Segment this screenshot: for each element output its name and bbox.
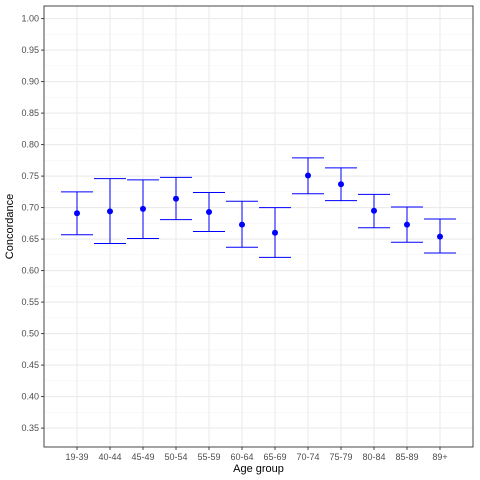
y-tick-label: 0.65 (21, 234, 39, 244)
y-tick-label: 0.45 (21, 360, 39, 370)
x-tick-label: 60-64 (230, 452, 253, 462)
y-tick-label: 0.40 (21, 392, 39, 402)
x-tick-label: 19-39 (65, 452, 88, 462)
y-tick-label: 0.50 (21, 329, 39, 339)
y-tick-label: 0.70 (21, 203, 39, 213)
y-tick-label: 0.90 (21, 77, 39, 87)
y-tick-label: 0.35 (21, 423, 39, 433)
y-tick-label: 0.60 (21, 266, 39, 276)
x-tick-label: 40-44 (98, 452, 121, 462)
data-point-85-89 (404, 222, 410, 228)
data-point-19-39 (74, 210, 80, 216)
x-tick-label: 70-74 (296, 452, 319, 462)
data-point-80-84 (371, 208, 377, 214)
y-tick-label: 1.00 (21, 14, 39, 24)
data-point-60-64 (239, 222, 245, 228)
x-axis-title: Age group (233, 463, 284, 475)
data-point-55-59 (206, 209, 212, 215)
data-point-89+ (437, 234, 443, 240)
x-tick-label: 65-69 (263, 452, 286, 462)
x-tick-label: 75-79 (329, 452, 352, 462)
data-point-50-54 (173, 196, 179, 202)
data-point-70-74 (305, 172, 311, 178)
y-tick-label: 0.85 (21, 108, 39, 118)
data-point-40-44 (107, 208, 113, 214)
x-tick-label: 89+ (432, 452, 447, 462)
x-tick-label: 55-59 (197, 452, 220, 462)
x-tick-label: 85-89 (395, 452, 418, 462)
x-tick-label: 80-84 (362, 452, 385, 462)
x-tick-label: 50-54 (164, 452, 187, 462)
data-point-75-79 (338, 181, 344, 187)
x-tick-label: 45-49 (131, 452, 154, 462)
y-axis-title: Concordance (4, 194, 16, 259)
y-tick-label: 0.75 (21, 171, 39, 181)
data-point-45-49 (140, 206, 146, 212)
y-tick-label: 0.80 (21, 140, 39, 150)
data-point-65-69 (272, 230, 278, 236)
y-tick-label: 0.95 (21, 45, 39, 55)
y-tick-label: 0.55 (21, 297, 39, 307)
